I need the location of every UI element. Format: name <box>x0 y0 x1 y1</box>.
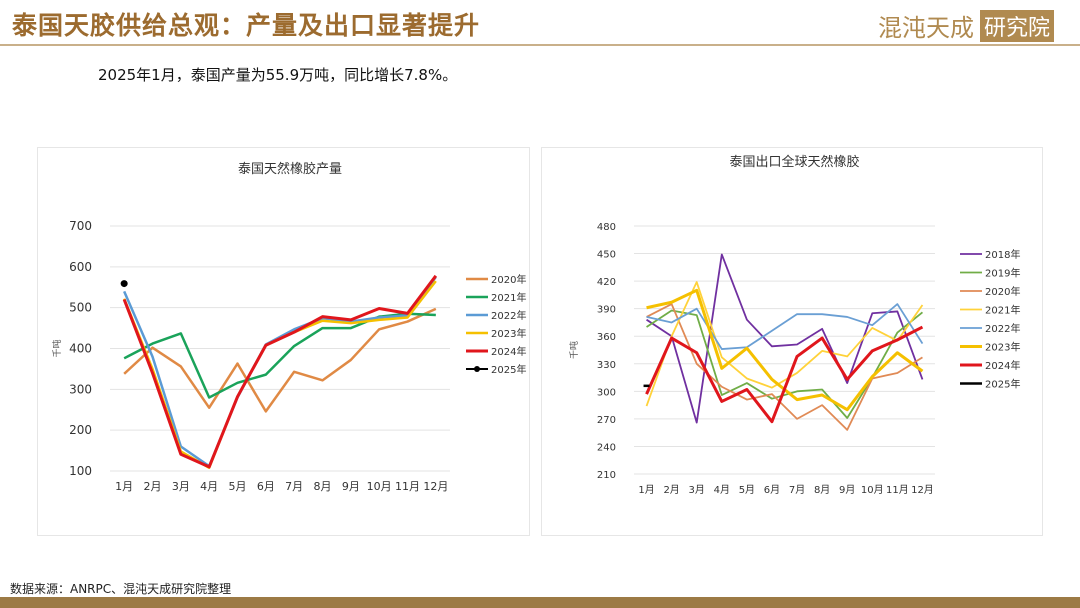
x-tick-label: 7月 <box>789 484 805 496</box>
x-tick-label: 5月 <box>739 484 755 496</box>
source-note: 数据来源：ANRPC、混沌天成研究院整理 <box>10 582 232 596</box>
legend-label: 2020年 <box>491 273 526 286</box>
chart-title: 泰国出口全球天然橡胶 <box>729 154 859 170</box>
y-tick-label: 330 <box>597 360 616 371</box>
y-tick-label: 700 <box>69 219 92 233</box>
export-chart-panel: 泰国出口全球天然橡胶千吨 210 240 270 300 330 360 390 420 450 4… <box>541 147 1043 536</box>
y-tick-label: 210 <box>597 470 616 481</box>
legend-label: 2020年 <box>985 285 1020 298</box>
x-tick-label: 6月 <box>257 480 275 493</box>
x-tick-label: 8月 <box>814 484 830 496</box>
series-line-2019年 <box>646 309 924 419</box>
x-tick-label: 5月 <box>229 480 247 493</box>
summary-text: 2025年1月，泰国产量为55.9万吨，同比增长7.8%。 <box>98 66 458 84</box>
x-tick-label: 11月 <box>395 480 420 493</box>
x-tick-label: 3月 <box>689 484 705 496</box>
legend-label: 2021年 <box>491 291 526 304</box>
y-tick-label: 420 <box>597 277 616 288</box>
x-tick-label: 2月 <box>144 480 162 493</box>
y-tick-label: 480 <box>597 222 616 233</box>
x-tick-label: 3月 <box>172 480 190 493</box>
y-tick-label: 270 <box>597 415 616 426</box>
page-title: 泰国天胶供给总观：产量及出口显著提升 <box>12 11 481 40</box>
y-tick-label: 600 <box>69 260 92 274</box>
y-tick-label: 400 <box>69 342 92 356</box>
y-tick-label: 240 <box>597 442 616 453</box>
y-axis-label: 千吨 <box>51 339 63 357</box>
series-line-2020年 <box>123 307 437 413</box>
production-chart-panel: 泰国天然橡胶产量千吨 100 200 300 400 500 600 700 1月 2月 3月 4月 5… <box>37 147 530 536</box>
y-tick-label: 100 <box>69 464 92 478</box>
header-divider <box>0 44 1080 46</box>
x-tick-label: 12月 <box>911 484 934 496</box>
legend-label: 2025年 <box>491 363 526 376</box>
x-tick-label: 8月 <box>314 480 332 493</box>
x-tick-label: 2月 <box>663 484 679 496</box>
legend-label: 2025年 <box>985 378 1020 391</box>
logo: 混沌天成 研究院 <box>878 8 1054 43</box>
x-tick-label: 12月 <box>423 480 448 493</box>
x-tick-label: 9月 <box>839 484 855 496</box>
y-tick-label: 450 <box>597 250 616 261</box>
legend-label: 2019年 <box>985 267 1020 280</box>
series-line-2022年 <box>646 303 924 350</box>
legend-label: 2023年 <box>985 341 1020 354</box>
x-tick-label: 4月 <box>200 480 218 493</box>
series-line-2024年 <box>122 274 438 469</box>
y-tick-label: 360 <box>597 332 616 343</box>
y-tick-label: 500 <box>69 301 92 315</box>
legend-label: 2022年 <box>985 322 1020 335</box>
x-tick-label: 10月 <box>367 480 392 493</box>
x-tick-label: 4月 <box>714 484 730 496</box>
legend-label: 2024年 <box>491 345 526 358</box>
footer-bar <box>0 597 1080 608</box>
legend-label: 2024年 <box>985 359 1020 372</box>
series-line-2020年 <box>646 303 923 431</box>
legend-marker <box>474 366 480 372</box>
x-tick-label: 10月 <box>861 484 884 496</box>
legend-label: 2021年 <box>985 304 1020 317</box>
series-line-2022年 <box>123 276 437 468</box>
chart-title: 泰国天然橡胶产量 <box>238 161 342 177</box>
y-axis-label: 千吨 <box>568 341 580 359</box>
x-tick-label: 11月 <box>886 484 909 496</box>
series-line-2024年 <box>645 325 924 424</box>
x-tick-label: 9月 <box>342 480 360 493</box>
legend-label: 2023年 <box>491 327 526 340</box>
y-tick-label: 300 <box>597 387 616 398</box>
series-line-2018年 <box>646 253 924 424</box>
legend-label: 2018年 <box>985 248 1020 261</box>
x-tick-label: 1月 <box>638 484 654 496</box>
x-tick-label: 1月 <box>115 480 133 493</box>
x-tick-label: 7月 <box>285 480 303 493</box>
y-tick-label: 300 <box>69 382 92 396</box>
legend-label: 2022年 <box>491 309 526 322</box>
logo-box: 研究院 <box>979 9 1054 42</box>
logo-text: 混沌天成 <box>877 14 974 42</box>
series-point-2025年 <box>120 280 128 288</box>
y-tick-label: 200 <box>69 423 92 437</box>
x-tick-label: 6月 <box>764 484 780 496</box>
y-tick-label: 390 <box>597 305 616 316</box>
